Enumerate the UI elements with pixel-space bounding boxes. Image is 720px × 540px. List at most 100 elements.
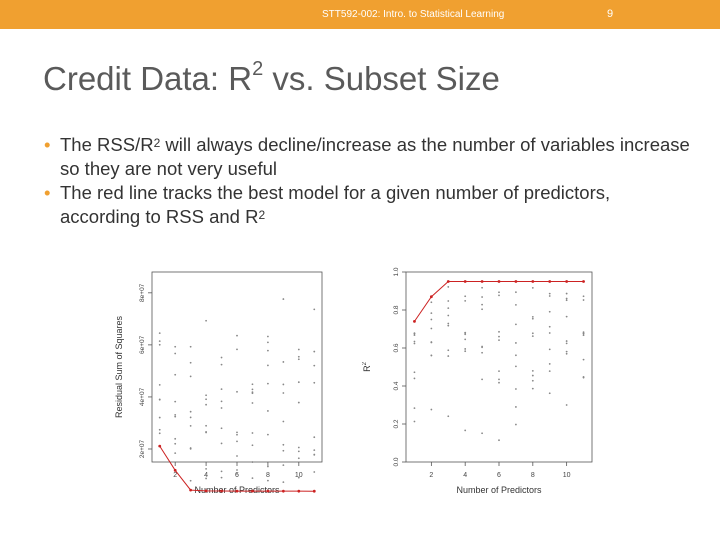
model-point (464, 348, 467, 350)
model-point (220, 407, 223, 409)
model-point (174, 437, 177, 440)
model-point (205, 398, 207, 401)
model-point (515, 291, 517, 294)
model-point (267, 410, 269, 412)
model-point (582, 376, 585, 379)
model-point (498, 339, 500, 341)
y-tick-label: 0.2 (393, 419, 400, 428)
model-point (267, 465, 269, 468)
x-tick-label: 10 (563, 472, 571, 479)
model-point (548, 292, 551, 295)
model-point (498, 439, 500, 442)
model-point (548, 325, 551, 328)
model-point (236, 334, 238, 337)
model-point (413, 334, 416, 337)
r2-chart: 2 4 6 8 10 0.0 0.2 0.4 0.6 0.8 1.0 Number of Predic… (362, 267, 593, 495)
model-point (430, 341, 433, 344)
x-tick-label: 2 (173, 472, 177, 479)
model-point (189, 345, 192, 348)
plot-frame (405, 271, 593, 463)
model-point (413, 407, 416, 410)
model-point (220, 356, 223, 359)
model-point (548, 370, 551, 373)
model-point (220, 476, 223, 479)
model-point (531, 286, 534, 289)
model-point (267, 364, 269, 367)
y-axis-label-sup: 2 (362, 361, 368, 365)
model-point (582, 358, 585, 361)
model-point (297, 457, 300, 460)
model-point (464, 429, 467, 432)
model-point (158, 428, 161, 431)
model-point (498, 291, 500, 294)
bullet-item: • The red line tracks the best model for … (44, 181, 694, 229)
model-point (282, 383, 285, 386)
best-model-point (220, 489, 223, 493)
model-point (413, 371, 416, 374)
model-point (498, 381, 500, 384)
model-point (464, 299, 467, 302)
y-tick-label: 0.0 (393, 457, 400, 466)
model-point (515, 304, 517, 306)
model-point (447, 349, 450, 352)
model-point (251, 477, 254, 479)
bullet-dot-icon: • (44, 182, 51, 203)
model-point (481, 296, 483, 298)
model-point (565, 292, 568, 295)
model-point (582, 299, 585, 301)
model-point (267, 479, 269, 482)
model-point (531, 387, 534, 390)
model-point (158, 416, 161, 419)
model-point (548, 363, 551, 365)
model-point (205, 424, 207, 427)
model-point (205, 394, 207, 397)
title-main: Credit Data: R (43, 60, 253, 97)
bullet-text-pre: The red line tracks the best model for a… (60, 182, 611, 227)
model-point (267, 335, 269, 338)
best-model-point (514, 280, 518, 283)
x-tick-label: 6 (235, 472, 239, 479)
model-point (313, 471, 316, 473)
model-point (251, 392, 254, 395)
best-model-point (266, 489, 270, 493)
model-point (174, 452, 177, 454)
model-point (158, 398, 161, 401)
best-model-point (548, 280, 552, 283)
model-point (205, 430, 207, 433)
model-point (158, 343, 161, 346)
model-point (189, 424, 192, 427)
model-point (313, 350, 316, 353)
model-point (313, 308, 316, 311)
best-model-point (446, 280, 450, 283)
best-model-point (480, 280, 484, 283)
model-point (413, 340, 416, 343)
best-model-point (497, 280, 501, 283)
model-point (531, 374, 534, 377)
best-model-point (204, 489, 208, 493)
title-sup: 2 (252, 58, 264, 80)
model-point (481, 346, 483, 349)
y-tick-label: 4e+07 (139, 387, 146, 406)
model-point (413, 420, 416, 423)
model-point (174, 442, 177, 445)
model-point (236, 433, 238, 436)
best-model-point (413, 320, 416, 323)
model-point (189, 375, 192, 378)
model-point (297, 450, 300, 453)
model-point (251, 432, 254, 434)
y-tick-label: 0.4 (393, 381, 400, 390)
model-point (565, 404, 568, 406)
model-point (220, 363, 223, 366)
model-point (236, 431, 238, 434)
model-point (481, 351, 483, 354)
model-point (464, 338, 467, 341)
model-point (498, 378, 500, 381)
model-point (205, 468, 207, 470)
model-point (498, 370, 500, 373)
y-tick-label: 6e+07 (139, 335, 146, 354)
best-model-point (463, 280, 467, 283)
model-point (174, 373, 177, 376)
best-model-point (158, 444, 162, 448)
best-model-point (312, 489, 316, 493)
bullet-dot-icon: • (44, 134, 51, 155)
